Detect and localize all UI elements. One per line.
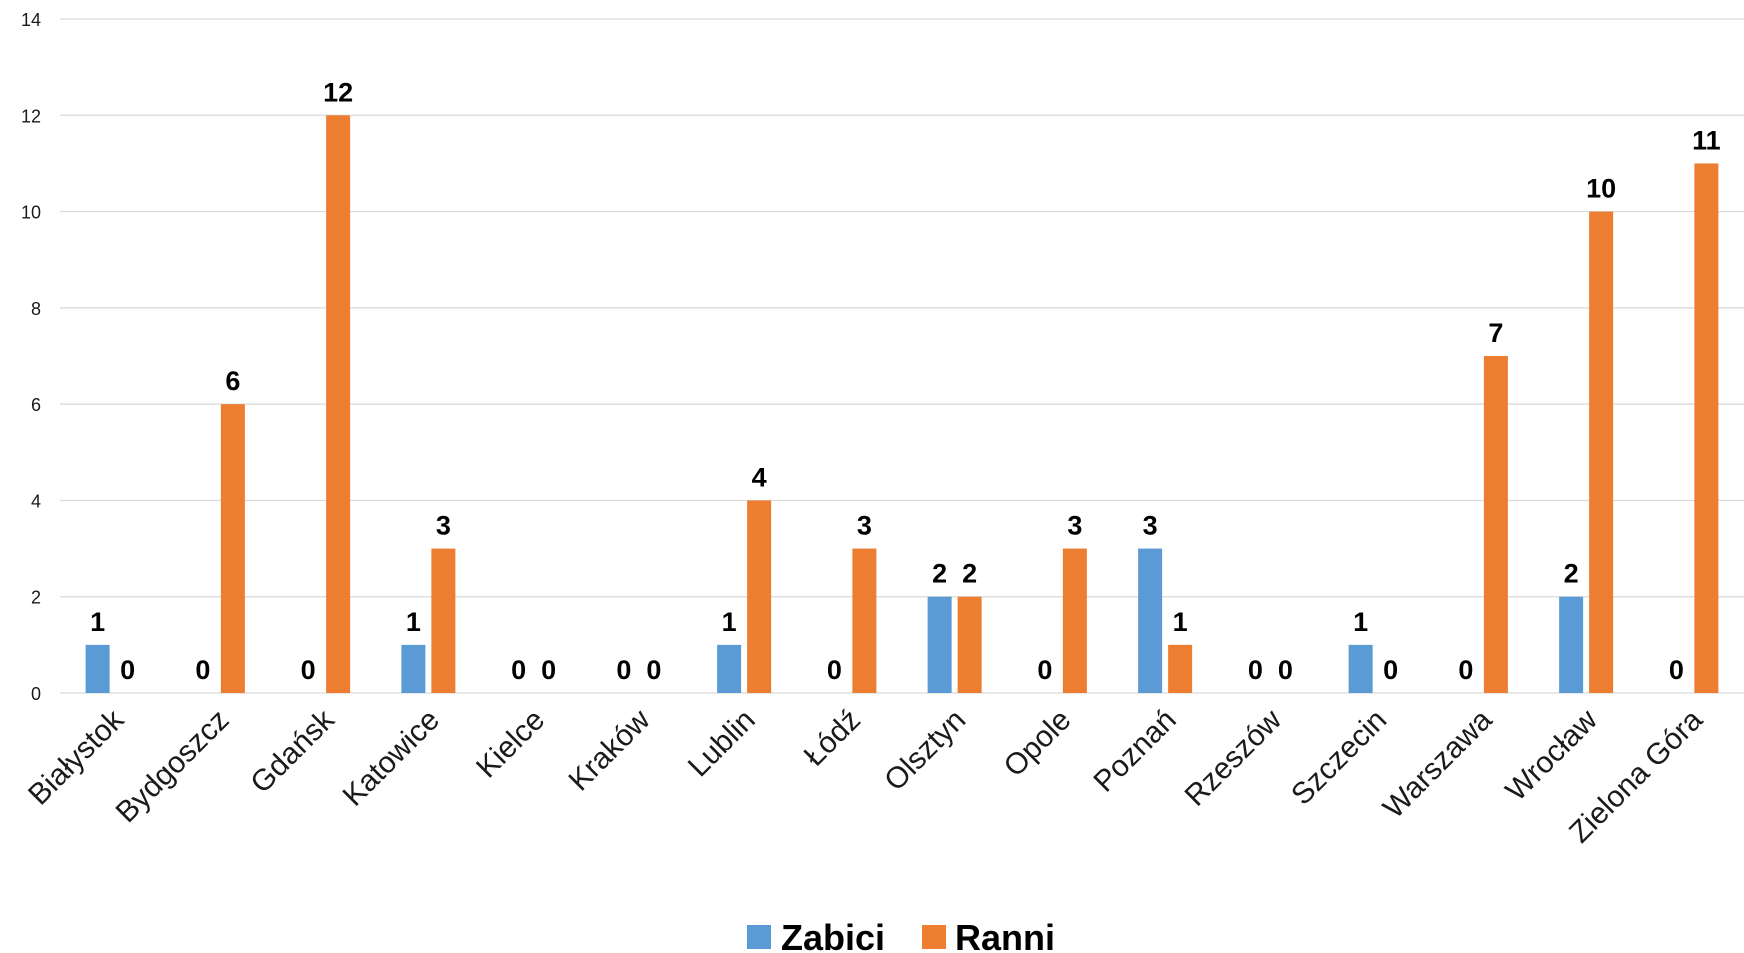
category-label: Katowice xyxy=(337,703,446,812)
data-label: 0 xyxy=(1458,655,1473,685)
bar-zabici xyxy=(1348,644,1373,693)
bar-zabici xyxy=(85,644,110,693)
data-label: 0 xyxy=(511,655,526,685)
data-label: 0 xyxy=(827,655,842,685)
data-label: 7 xyxy=(1488,318,1503,348)
category-label: Wrocław xyxy=(1500,703,1605,808)
data-label: 4 xyxy=(752,462,767,492)
category-label: Gdańsk xyxy=(244,703,341,800)
legend-label: Zabici xyxy=(781,917,885,953)
data-label: 10 xyxy=(1586,174,1616,204)
category-label: Warszawa xyxy=(1377,703,1499,825)
y-tick-label: 12 xyxy=(21,106,41,126)
bar-ranni xyxy=(1062,548,1087,693)
data-label: 1 xyxy=(1353,607,1368,637)
data-label: 3 xyxy=(436,511,451,541)
bar-ranni xyxy=(1483,356,1508,693)
data-label: 2 xyxy=(962,559,977,589)
legend-label: Ranni xyxy=(955,917,1055,953)
y-tick-label: 14 xyxy=(21,10,41,30)
bar-ranni xyxy=(1694,163,1719,693)
category-label: Szczecin xyxy=(1285,703,1393,811)
y-tick-label: 4 xyxy=(31,491,41,511)
category-label: Bydgoszcz xyxy=(110,703,236,829)
category-label: Białystok xyxy=(22,703,131,812)
data-label: 0 xyxy=(120,655,135,685)
bars xyxy=(85,115,1719,694)
bar-zabici xyxy=(401,644,426,693)
data-label: 0 xyxy=(616,655,631,685)
data-label: 0 xyxy=(1037,655,1052,685)
category-label: Olsztyn xyxy=(878,703,972,797)
data-label: 0 xyxy=(1669,655,1684,685)
category-label: Opole xyxy=(998,703,1078,783)
data-label: 0 xyxy=(1278,655,1293,685)
data-label: 1 xyxy=(1173,607,1188,637)
data-label: 2 xyxy=(932,559,947,589)
category-label: Łódź xyxy=(798,703,867,772)
y-tick-label: 8 xyxy=(31,299,41,319)
category-label: Kielce xyxy=(470,703,551,784)
y-tick-label: 10 xyxy=(21,203,41,223)
bar-ranni xyxy=(431,548,456,693)
legend: Zabici Ranni xyxy=(747,917,1055,953)
bar-ranni xyxy=(957,596,982,693)
data-label: 0 xyxy=(1248,655,1263,685)
data-label: 11 xyxy=(1692,125,1721,155)
bar-ranni xyxy=(747,500,772,693)
data-label: 6 xyxy=(225,366,240,396)
bar-zabici xyxy=(927,596,952,693)
bar-zabici xyxy=(1559,596,1584,693)
data-label: 0 xyxy=(646,655,661,685)
data-label: 0 xyxy=(541,655,556,685)
y-tick-label: 0 xyxy=(31,684,41,704)
category-label: Rzeszów xyxy=(1179,703,1289,813)
bar-ranni xyxy=(1168,644,1193,693)
data-label: 3 xyxy=(1067,511,1082,541)
data-label: 3 xyxy=(1143,511,1158,541)
category-label: Poznań xyxy=(1087,703,1182,798)
data-label: 2 xyxy=(1564,559,1579,589)
category-label: Lublin xyxy=(682,703,762,783)
y-axis-ticks: 0 2 4 6 8 10 12 14 xyxy=(21,10,41,704)
legend-swatch-ranni xyxy=(922,925,946,949)
category-label: Kraków xyxy=(562,703,656,797)
data-label: 3 xyxy=(857,511,872,541)
legend-swatch-zabici xyxy=(747,925,771,949)
data-label: 1 xyxy=(90,607,105,637)
data-label: 0 xyxy=(1383,655,1398,685)
bar-zabici xyxy=(717,644,742,693)
bar-ranni xyxy=(326,115,351,694)
bar-ranni xyxy=(220,404,245,693)
bar-ranni xyxy=(1589,211,1614,694)
data-label: 1 xyxy=(406,607,421,637)
data-label: 0 xyxy=(301,655,316,685)
data-label: 0 xyxy=(195,655,210,685)
bar-ranni xyxy=(852,548,877,693)
y-tick-label: 2 xyxy=(31,588,41,608)
data-label: 12 xyxy=(323,77,353,107)
data-label: 1 xyxy=(722,607,737,637)
y-tick-label: 6 xyxy=(31,395,41,415)
bar-zabici xyxy=(1138,548,1163,693)
